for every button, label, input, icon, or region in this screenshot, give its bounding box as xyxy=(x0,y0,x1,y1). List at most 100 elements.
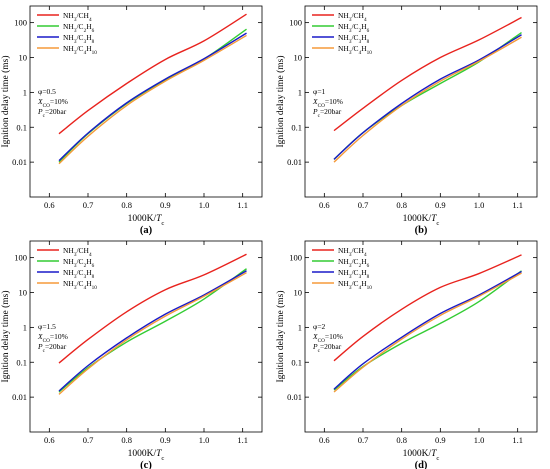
legend-entry: NH3/C3H8 xyxy=(63,33,95,45)
condition-annotation: XCO=10% xyxy=(37,332,68,344)
series-line-nh3-c3h8 xyxy=(333,270,522,390)
y-tick-label: 0.1 xyxy=(291,122,302,132)
x-tick-label: 1.1 xyxy=(237,435,248,445)
y-tick-label: 0.01 xyxy=(287,392,302,402)
x-tick-label: 0.9 xyxy=(435,200,446,210)
chart-panel-a: 0.6 0.7 0.8 0.9 1.0 1.1 0.01 0.1 1 10 100 1000K/Tc I… xyxy=(0,5,263,236)
series-line-nh3-c4h10 xyxy=(58,272,247,395)
legend-entry: NH3/C3H8 xyxy=(338,268,370,280)
series-line-nh3-ch4 xyxy=(333,254,522,362)
condition-annotation: φ=2 xyxy=(313,322,326,331)
series-line-nh3-c4h10 xyxy=(333,36,522,163)
x-tick-label: 0.8 xyxy=(121,200,132,210)
plot-frame xyxy=(29,5,263,198)
legend-entry: NH3/C4H10 xyxy=(338,44,372,56)
y-axis-title: Ignition delay time (ms) xyxy=(0,290,11,382)
panel-label: (b) xyxy=(415,225,428,236)
y-tick-label: 1 xyxy=(23,322,27,332)
panel-label: (c) xyxy=(140,460,152,469)
series-line-nh3-ch4 xyxy=(58,13,247,135)
plot-frame xyxy=(304,5,538,198)
legend-entry: NH3/C2H6 xyxy=(63,257,95,269)
condition-annotation: φ=1.5 xyxy=(38,322,56,331)
x-tick-label: 0.9 xyxy=(160,200,171,210)
chart-panel-c: 0.6 0.7 0.8 0.9 1.0 1.1 0.01 0.1 1 10 100 1000K/Tc I… xyxy=(0,240,263,469)
legend-entry: NH3/C2H6 xyxy=(338,22,370,34)
y-tick-label: 1 xyxy=(23,87,27,97)
x-axis-title: 1000K/Tc xyxy=(403,449,440,462)
x-tick-label: 1.0 xyxy=(474,435,485,445)
series-line-nh3-c2h6 xyxy=(58,268,247,393)
x-tick-label: 0.7 xyxy=(83,435,94,445)
condition-annotation: XCO=10% xyxy=(312,332,343,344)
x-tick-label: 0.8 xyxy=(396,435,407,445)
series-line-nh3-c3h8 xyxy=(333,34,522,160)
condition-annotation: Pc=20bar xyxy=(312,107,342,119)
series-line-nh3-c3h8 xyxy=(58,32,247,162)
panel-label: (d) xyxy=(415,460,428,469)
y-tick-label: 10 xyxy=(294,53,303,63)
y-axis-title: Ignition delay time (ms) xyxy=(275,290,286,382)
x-tick-label: 0.6 xyxy=(319,435,330,445)
x-tick-label: 0.6 xyxy=(44,435,55,445)
y-tick-label: 0.01 xyxy=(12,392,27,402)
legend-entry: NH3/C4H10 xyxy=(338,279,372,291)
x-tick-label: 1.1 xyxy=(237,200,248,210)
x-tick-label: 0.6 xyxy=(44,200,55,210)
y-tick-label: 10 xyxy=(19,288,28,298)
y-tick-label: 100 xyxy=(289,18,302,28)
panel-label: (a) xyxy=(140,225,153,236)
condition-annotation: φ=1 xyxy=(313,87,326,96)
plot-frame xyxy=(29,240,263,433)
y-tick-label: 1 xyxy=(298,87,302,97)
x-tick-label: 0.9 xyxy=(160,435,171,445)
x-tick-label: 0.7 xyxy=(83,200,94,210)
chart-panel-d: 0.6 0.7 0.8 0.9 1.0 1.1 0.01 0.1 1 10 100 1000K/Tc I… xyxy=(275,240,538,469)
legend-entry: NH3/C4H10 xyxy=(63,279,97,291)
x-tick-label: 0.9 xyxy=(435,435,446,445)
legend-entry: NH3/C3H8 xyxy=(63,268,95,280)
x-axis-title: 1000K/Tc xyxy=(403,214,440,227)
x-tick-label: 0.7 xyxy=(358,435,369,445)
y-tick-label: 0.01 xyxy=(12,157,27,167)
y-tick-label: 100 xyxy=(289,253,302,263)
condition-annotation: φ=0.5 xyxy=(38,87,56,96)
condition-annotation: Pc=20bar xyxy=(37,107,67,119)
legend-entry: NH3/C2H6 xyxy=(338,257,370,269)
y-axis-title: Ignition delay time (ms) xyxy=(275,55,286,147)
plot-frame xyxy=(304,240,538,433)
y-tick-label: 100 xyxy=(14,253,27,263)
condition-annotation: Pc=20bar xyxy=(37,342,67,354)
x-tick-label: 1.1 xyxy=(512,200,523,210)
y-tick-label: 0.1 xyxy=(16,122,27,132)
x-tick-label: 0.6 xyxy=(319,200,330,210)
legend-entry: NH3/CH4 xyxy=(63,246,92,258)
x-tick-label: 1.0 xyxy=(474,200,485,210)
x-tick-label: 0.7 xyxy=(358,200,369,210)
legend-entry: NH3/CH4 xyxy=(338,11,367,23)
y-tick-label: 0.1 xyxy=(291,357,302,367)
condition-annotation: XCO=10% xyxy=(312,97,343,109)
y-tick-label: 1 xyxy=(298,322,302,332)
legend-entry: NH3/C3H8 xyxy=(338,33,370,45)
x-axis-title: 1000K/Tc xyxy=(128,214,165,227)
legend-entry: NH3/CH4 xyxy=(338,246,367,258)
condition-annotation: Pc=20bar xyxy=(312,342,342,354)
x-tick-label: 1.0 xyxy=(199,435,210,445)
y-axis-title: Ignition delay time (ms) xyxy=(0,55,11,147)
y-tick-label: 0.01 xyxy=(287,157,302,167)
y-tick-label: 10 xyxy=(19,53,28,63)
series-line-nh3-c4h10 xyxy=(333,272,522,393)
y-tick-label: 0.1 xyxy=(16,357,27,367)
x-tick-label: 1.0 xyxy=(199,200,210,210)
legend-entry: NH3/CH4 xyxy=(63,11,92,23)
x-axis-title: 1000K/Tc xyxy=(128,449,165,462)
chart-panel-b: 0.6 0.7 0.8 0.9 1.0 1.1 0.01 0.1 1 10 100 1000K/Tc I… xyxy=(275,5,538,236)
condition-annotation: XCO=10% xyxy=(37,97,68,109)
series-line-nh3-ch4 xyxy=(58,253,247,364)
legend-entry: NH3/C2H6 xyxy=(63,22,95,34)
y-tick-label: 100 xyxy=(14,18,27,28)
series-line-nh3-c4h10 xyxy=(58,34,247,165)
series-line-nh3-ch4 xyxy=(333,16,522,132)
